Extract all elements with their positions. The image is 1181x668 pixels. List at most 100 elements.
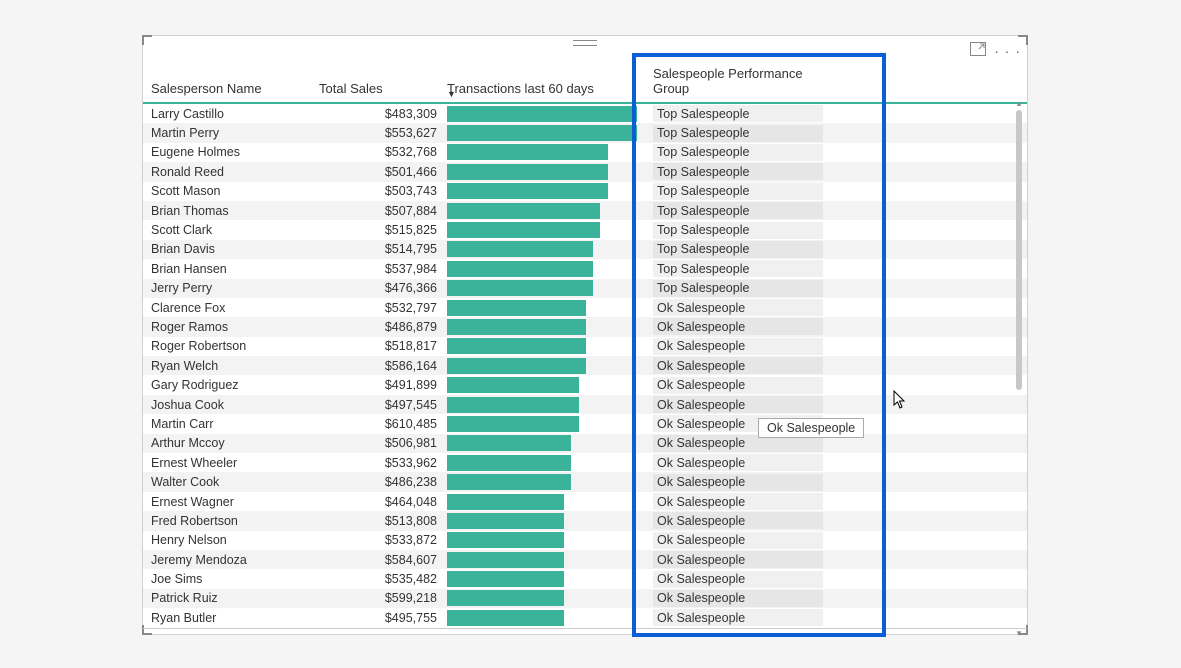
vertical-scrollbar[interactable]: ▴ ▾ (1014, 98, 1024, 638)
cell-transactions-bar (447, 298, 637, 317)
table-row[interactable]: Ernest Wheeler$533,962Ok Salespeople (143, 453, 1027, 472)
table-row[interactable]: Brian Hansen$537,984Top Salespeople (143, 259, 1027, 278)
table-header-row: Salesperson Name Total Sales Transaction… (143, 62, 1027, 104)
drag-grip-icon[interactable] (573, 40, 597, 46)
cell-performance-group[interactable]: Top Salespeople (653, 183, 823, 200)
cell-performance-group[interactable]: Top Salespeople (653, 260, 823, 277)
cell-performance-group[interactable]: Ok Salespeople (653, 454, 823, 471)
cell-performance-group[interactable]: Ok Salespeople (653, 474, 823, 491)
cell-total-sales: $486,238 (319, 475, 447, 489)
table-row[interactable]: Joe Sims$535,482Ok Salespeople (143, 569, 1027, 588)
cell-performance-group[interactable]: Ok Salespeople (653, 551, 823, 568)
cell-performance-group[interactable]: Top Salespeople (653, 105, 823, 122)
col-header-group[interactable]: Salespeople Performance Group (637, 66, 819, 96)
cell-performance-group[interactable]: Ok Salespeople (653, 338, 823, 355)
table-row[interactable]: Roger Robertson$518,817Ok Salespeople (143, 337, 1027, 356)
cell-performance-group[interactable]: Ok Salespeople (653, 512, 823, 529)
cell-transactions-bar (447, 569, 637, 588)
table-row[interactable]: Arthur Mccoy$506,981Ok Salespeople (143, 434, 1027, 453)
cell-salesperson-name: Eugene Holmes (149, 145, 319, 159)
table-row[interactable]: Walter Cook$486,238 Ok Salespeople (143, 472, 1027, 491)
col-header-transactions[interactable]: Transactions last 60 days ▼ (447, 81, 637, 96)
table-row[interactable]: Eugene Holmes$532,768Top Salespeople (143, 143, 1027, 162)
table-row[interactable]: Martin Carr$610,485Ok Salespeople (143, 414, 1027, 433)
scroll-up-icon[interactable]: ▴ (1014, 98, 1024, 108)
col-header-name[interactable]: Salesperson Name (149, 81, 319, 96)
col-header-sales[interactable]: Total Sales (319, 81, 447, 96)
cell-performance-group[interactable]: Ok Salespeople (653, 377, 823, 394)
table-row[interactable]: Martin Perry$553,627Top Salespeople (143, 123, 1027, 142)
tooltip: Ok Salespeople (758, 418, 864, 438)
cell-performance-group[interactable]: Ok Salespeople (653, 318, 823, 335)
cell-salesperson-name: Patrick Ruiz (149, 591, 319, 605)
cell-transactions-bar (447, 395, 637, 414)
table-row[interactable]: Larry Castillo$483,309Top Salespeople (143, 104, 1027, 123)
table-scroll-area[interactable]: Salesperson Name Total Sales Transaction… (143, 62, 1027, 634)
table-row[interactable]: Gary Rodriguez$491,899Ok Salespeople (143, 375, 1027, 394)
scroll-track[interactable] (1016, 110, 1022, 626)
cell-performance-group[interactable]: Top Salespeople (653, 144, 823, 161)
cell-performance-group[interactable]: Top Salespeople (653, 222, 823, 239)
table-row[interactable]: Clarence Fox$532,797Ok Salespeople (143, 298, 1027, 317)
cell-salesperson-name: Brian Davis (149, 242, 319, 256)
table-row[interactable]: Ronald Reed$501,466Top Salespeople (143, 162, 1027, 181)
cell-salesperson-name: Brian Hansen (149, 262, 319, 276)
cell-performance-group[interactable]: Ok Salespeople (653, 357, 823, 374)
table-row[interactable]: Scott Mason$503,743Top Salespeople (143, 182, 1027, 201)
table-row[interactable]: Henry Nelson$533,872Ok Salespeople (143, 531, 1027, 550)
cell-performance-group[interactable]: Ok Salespeople (653, 590, 823, 607)
cell-salesperson-name: Jerry Perry (149, 281, 319, 295)
cell-performance-group[interactable]: Top Salespeople (653, 163, 823, 180)
table-row[interactable]: Brian Thomas$507,884Top Salespeople (143, 201, 1027, 220)
cell-total-sales: $610,485 (319, 417, 447, 431)
cell-salesperson-name: Walter Cook (149, 475, 319, 489)
data-bar (447, 552, 564, 568)
table-row[interactable]: Patrick Ruiz$599,218Ok Salespeople (143, 589, 1027, 608)
cell-performance-group[interactable]: Ok Salespeople (653, 396, 823, 413)
cell-total-sales: $533,962 (319, 456, 447, 470)
cell-salesperson-name: Martin Perry (149, 126, 319, 140)
table-row[interactable]: Scott Clark$515,825Top Salespeople (143, 220, 1027, 239)
cell-performance-group[interactable]: Ok Salespeople (653, 532, 823, 549)
cell-performance-group[interactable]: Top Salespeople (653, 280, 823, 297)
cell-performance-group[interactable]: Top Salespeople (653, 202, 823, 219)
focus-mode-icon[interactable] (970, 42, 986, 59)
cell-performance-group[interactable]: Ok Salespeople (653, 571, 823, 588)
cell-performance-group[interactable]: Ok Salespeople (653, 609, 823, 626)
scroll-down-icon[interactable]: ▾ (1014, 628, 1024, 638)
table-total-row: Total $23,452,382 73 (143, 628, 1027, 634)
table-row[interactable]: Jeremy Mendoza$584,607Ok Salespeople (143, 550, 1027, 569)
cell-transactions-bar (447, 182, 637, 201)
table-row[interactable]: Jerry Perry$476,366Top Salespeople (143, 279, 1027, 298)
cell-total-sales: $532,797 (319, 301, 447, 315)
data-bar (447, 435, 571, 451)
cell-total-sales: $464,048 (319, 495, 447, 509)
cell-total-sales: $535,482 (319, 572, 447, 586)
data-bar (447, 144, 608, 160)
cell-transactions-bar (447, 472, 637, 491)
table-row[interactable]: Joshua Cook$497,545Ok Salespeople (143, 395, 1027, 414)
table-row[interactable]: Brian Davis$514,795Top Salespeople (143, 240, 1027, 259)
more-options-icon[interactable]: · · · (994, 44, 1021, 58)
table-row[interactable]: Fred Robertson$513,808Ok Salespeople (143, 511, 1027, 530)
cell-performance-group[interactable]: Ok Salespeople (653, 493, 823, 510)
resize-handle-tl[interactable] (142, 35, 152, 45)
cell-transactions-bar (447, 414, 637, 433)
table-visual[interactable]: · · · Salesperson Name Total Sales Trans… (142, 35, 1028, 635)
cell-performance-group[interactable]: Top Salespeople (653, 241, 823, 258)
cell-salesperson-name: Fred Robertson (149, 514, 319, 528)
cell-total-sales: $584,607 (319, 553, 447, 567)
cell-performance-group[interactable]: Top Salespeople (653, 125, 823, 142)
table-row[interactable]: Roger Ramos$486,879Ok Salespeople (143, 317, 1027, 336)
scroll-thumb[interactable] (1016, 110, 1022, 390)
table-row[interactable]: Ryan Welch$586,164Ok Salespeople (143, 356, 1027, 375)
cell-performance-group[interactable]: Ok Salespeople (653, 299, 823, 316)
cell-transactions-bar (447, 337, 637, 356)
data-bar (447, 610, 564, 626)
cell-transactions-bar (447, 589, 637, 608)
cell-transactions-bar (447, 434, 637, 453)
table-row[interactable]: Ernest Wagner$464,048Ok Salespeople (143, 492, 1027, 511)
data-bar (447, 377, 579, 393)
cell-transactions-bar (447, 511, 637, 530)
table-row[interactable]: Ryan Butler$495,755Ok Salespeople (143, 608, 1027, 627)
